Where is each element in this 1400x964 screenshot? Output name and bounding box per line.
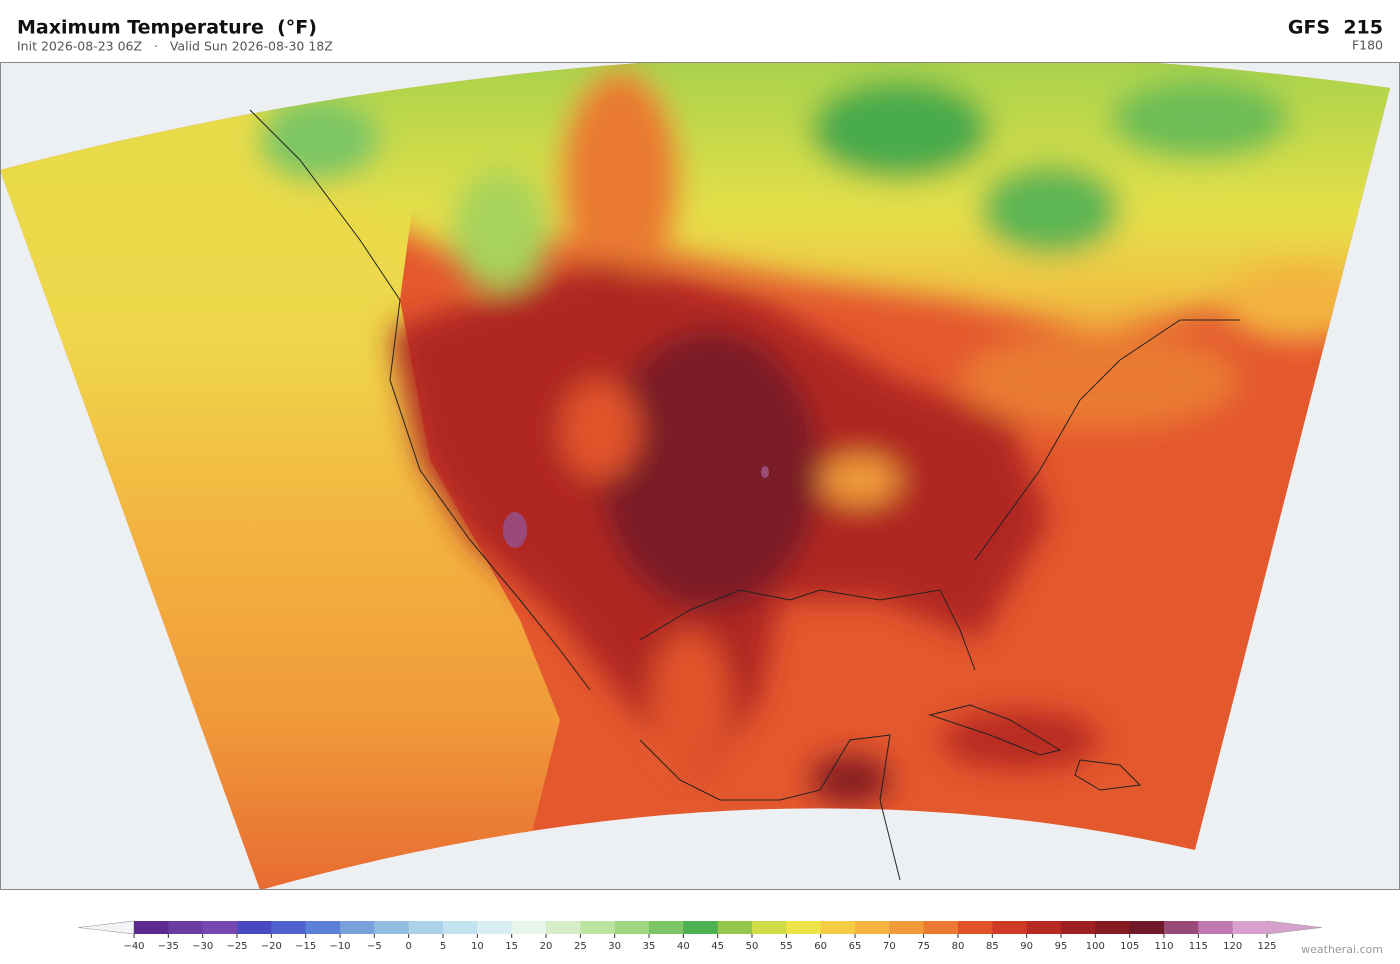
colorbar-tick-label: 70	[883, 941, 896, 952]
colorbar-tick-label: 45	[711, 941, 724, 952]
colorbar-tick-label: −35	[158, 941, 179, 952]
colorbar-tick-label: 125	[1257, 941, 1276, 952]
colorbar-tick-label: 40	[677, 941, 690, 952]
colorbar-tick-label: 60	[814, 941, 827, 952]
colorbar-swatch	[683, 921, 719, 934]
colorbar-swatch	[237, 921, 272, 934]
colorbar-tick-label: 95	[1055, 941, 1068, 952]
colorbar-tick-label: 30	[608, 941, 621, 952]
colorbar-tick-label: 80	[952, 941, 965, 952]
model-name: GFS 215	[1288, 17, 1383, 39]
colorbar-tick-label: 90	[1020, 941, 1033, 952]
colorbar-tick-label: −30	[192, 941, 213, 952]
colorbar-swatch	[305, 921, 341, 934]
colorbar-tick-label: 110	[1154, 941, 1173, 952]
header-background	[0, 0, 1400, 62]
colorbar-swatch	[202, 921, 238, 934]
hot-spot	[503, 512, 527, 548]
colorbar-tick-label: 120	[1223, 941, 1242, 952]
colorbar-swatch	[649, 921, 684, 934]
colorbar-under	[77, 920, 135, 935]
colorbar-swatch	[992, 921, 1028, 934]
colorbar-tick-label: 100	[1086, 941, 1105, 952]
colorbar-swatch	[889, 921, 925, 934]
colorbar-tick-label: −5	[367, 941, 382, 952]
colorbar-tick-label: 105	[1120, 941, 1139, 952]
colorbar-swatch	[1198, 921, 1234, 934]
colorbar-swatch	[958, 921, 993, 934]
colorbar-swatch	[340, 921, 375, 934]
colorbar-swatch	[443, 921, 478, 934]
colorbar-tick-label: −20	[261, 941, 282, 952]
colorbar-tick-label: 55	[780, 941, 793, 952]
watermark: weatherai.com	[1301, 943, 1383, 956]
colorbar-tick-label: 5	[440, 941, 446, 952]
map-title: Maximum Temperature (°F)	[17, 17, 317, 39]
colorbar-tick-label: 35	[643, 941, 656, 952]
colorbar-tick-label: 50	[746, 941, 759, 952]
colorbar-tick-label: 115	[1189, 941, 1208, 952]
colorbar-swatch	[752, 921, 787, 934]
colorbar-tick-label: −40	[123, 941, 144, 952]
colorbar-swatch	[614, 921, 650, 934]
colorbar-tick-label: 85	[986, 941, 999, 952]
colorbar-swatch	[855, 921, 890, 934]
colorbar-swatch	[271, 921, 307, 934]
colorbar-swatch	[923, 921, 959, 934]
colorbar-swatch	[408, 921, 444, 934]
colorbar-swatch	[546, 921, 581, 934]
coastlines	[249, 109, 1240, 881]
colorbar-swatch	[168, 921, 204, 934]
colorbar-tick-label: 0	[405, 941, 411, 952]
colorbar-tick-label: 15	[505, 941, 518, 952]
colorbar-swatch	[786, 921, 822, 934]
colorbar-tick-label: −10	[329, 941, 350, 952]
colorbar-swatch	[1232, 921, 1268, 934]
forecast-hour: F180	[1352, 38, 1383, 53]
colorbar-swatch	[1095, 921, 1131, 934]
colorbar-swatch	[580, 921, 616, 934]
colorbar-swatch	[820, 921, 856, 934]
hot-spot	[761, 466, 769, 478]
colorbar-tick-label: 75	[917, 941, 930, 952]
colorbar-over	[1266, 920, 1323, 935]
colorbar-tick-label: 65	[849, 941, 862, 952]
colorbar-swatch	[717, 921, 753, 934]
colorbar-swatch	[511, 921, 547, 934]
colorbar-tick-label: −15	[295, 941, 316, 952]
colorbar-swatch	[374, 921, 410, 934]
colorbar-swatch	[134, 921, 169, 934]
map-subtitle: Init 2026-08-23 06Z · Valid Sun 2026-08-…	[17, 39, 333, 54]
field-blobs	[200, 62, 1390, 805]
colorbar-swatch	[1061, 921, 1096, 934]
colorbar-tick-label: 25	[574, 941, 587, 952]
colorbar: −40 −35 −30 −25 −20 −15 −10 −5 0 5 10 15 20 25 30 35 40 4…	[77, 920, 1323, 952]
colorbar-swatch	[1026, 921, 1062, 934]
colorbar-tick-label: 20	[540, 941, 553, 952]
colorbar-swatch	[477, 921, 513, 934]
colorbar-swatch	[1129, 921, 1165, 934]
colorbar-tick-label: 10	[471, 941, 484, 952]
colorbar-tick-label: −25	[226, 941, 247, 952]
colorbar-swatch	[1164, 921, 1199, 934]
